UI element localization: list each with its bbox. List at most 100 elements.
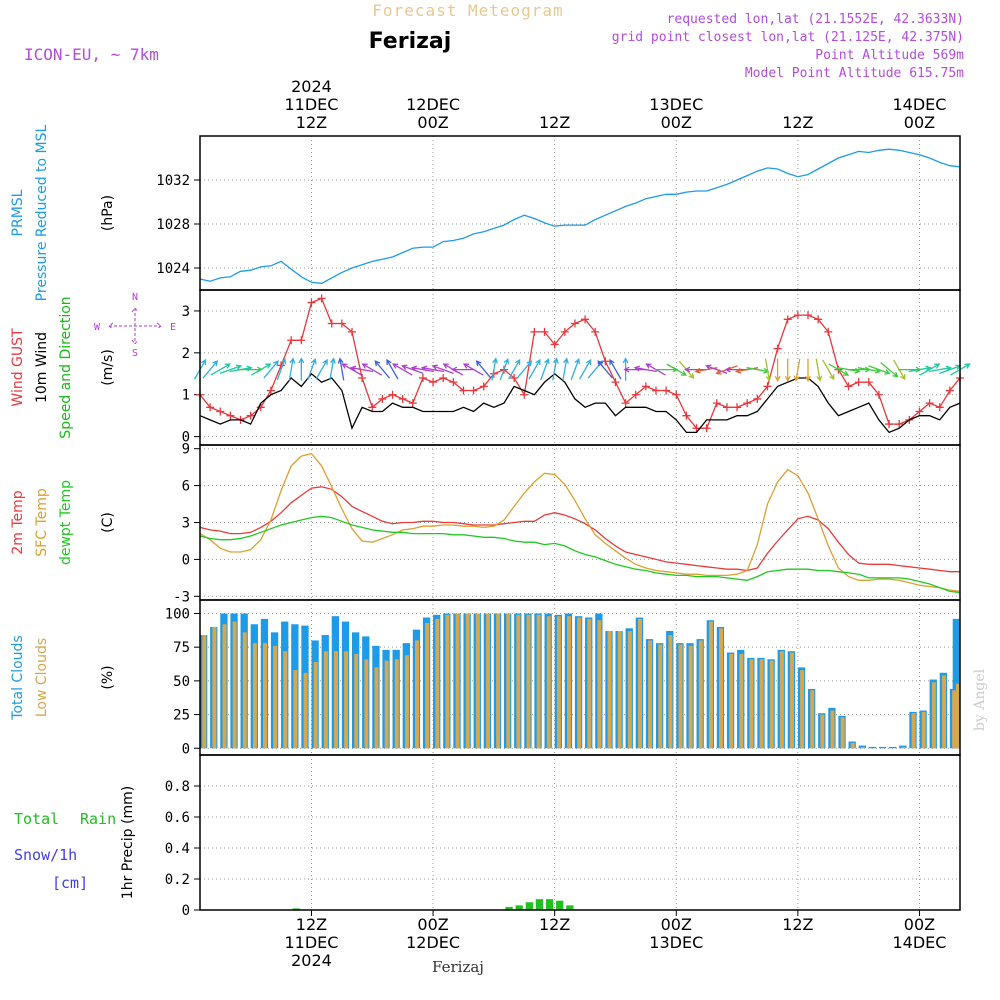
gust-marker-32 — [520, 390, 529, 399]
series-line-2m-temp — [199, 486, 960, 573]
gust-marker-54 — [743, 399, 752, 408]
model-altitude: Model Point Altitude 615.75m — [745, 66, 964, 81]
rain-bar-32 — [525, 902, 533, 910]
low-cloud-bar-1 — [212, 626, 217, 749]
gust-marker-50 — [702, 424, 711, 433]
low-cloud-bar-70 — [911, 713, 916, 749]
low-cloud-bar-60 — [810, 690, 815, 749]
low-cloud-bar-25 — [455, 613, 460, 749]
gust-marker-45 — [652, 386, 660, 395]
low-cloud-bar-59 — [800, 670, 805, 749]
wind-direction-arrow-3 — [219, 364, 243, 374]
panel-label-temperature-2: dewpt Temp — [58, 480, 74, 565]
low-cloud-bar-31 — [516, 614, 521, 749]
wind-direction-arrow-59 — [793, 358, 801, 382]
low-cloud-bar-61 — [820, 714, 825, 749]
low-cloud-bar-35 — [556, 616, 561, 749]
ytick-label-wind-1: 1 — [182, 388, 190, 404]
top-time-label-2-0: 12Z — [539, 113, 570, 132]
gust-marker-9 — [287, 336, 296, 345]
bottom-time-label-0-1: 11DEC — [284, 933, 338, 952]
ytick-label-wind-3: 3 — [182, 304, 190, 320]
wind-direction-arrow-32 — [516, 360, 533, 379]
bottom-time-label-3-1: 13DEC — [649, 933, 703, 952]
gust-marker-12 — [317, 294, 326, 303]
gust-marker-25 — [449, 378, 458, 387]
low-cloud-bar-47 — [678, 644, 683, 749]
gust-marker-15 — [348, 327, 356, 336]
wind-direction-arrow-63 — [828, 363, 850, 376]
low-cloud-bar-57 — [779, 651, 784, 749]
ytick-label-temperature-1: 0 — [182, 552, 190, 568]
panel-label-precip-1: Rain — [80, 810, 116, 828]
low-cloud-bar-8 — [283, 651, 288, 749]
panel-frame-pressure — [199, 135, 961, 291]
low-cloud-bar-15 — [354, 653, 359, 749]
panel-unit-clouds: (%) — [100, 665, 116, 689]
wind-direction-arrow-15 — [341, 363, 362, 376]
low-cloud-bar-37 — [577, 617, 582, 749]
gust-marker-35 — [550, 340, 559, 349]
low-cloud-bar-11 — [313, 662, 318, 749]
wind-direction-arrow-10 — [298, 357, 305, 381]
ytick-label-wind-0: 0 — [182, 430, 190, 446]
wind-direction-arrow-28 — [475, 360, 492, 379]
wind-direction-arrow-58 — [784, 358, 791, 382]
low-cloud-bar-24 — [445, 614, 450, 749]
gust-marker-14 — [337, 319, 346, 328]
low-cloud-bar-54 — [749, 659, 754, 749]
wind-direction-arrow-19 — [386, 358, 399, 380]
low-cloud-bar-39 — [597, 620, 602, 749]
low-cloud-bar-55 — [759, 659, 764, 749]
low-cloud-bar-22 — [425, 622, 430, 749]
gust-marker-42 — [621, 399, 630, 408]
panel-unit-temperature: (C) — [100, 512, 116, 533]
bottom-time-label-5-0: 00Z — [904, 915, 935, 934]
wind-direction-arrow-60 — [805, 358, 811, 382]
chart-subtitle: Forecast Meteogram — [372, 1, 563, 20]
credit: by Angel — [972, 668, 988, 731]
wind-direction-arrow-31 — [508, 358, 521, 380]
low-cloud-bar-21 — [415, 640, 420, 749]
gust-marker-16 — [358, 373, 367, 382]
ytick-label-pressure-0: 1024 — [156, 261, 190, 277]
wind-direction-arrow-71 — [908, 365, 932, 373]
total-cloud-bar-67 — [878, 746, 887, 749]
wind-direction-arrow-40 — [597, 360, 613, 379]
gust-marker-48 — [682, 411, 691, 420]
gust-marker-53 — [733, 403, 742, 412]
low-cloud-bar-72 — [931, 682, 936, 749]
gust-marker-3 — [226, 411, 235, 420]
gust-marker-57 — [773, 344, 782, 353]
gust-marker-67 — [874, 390, 883, 399]
wind-direction-arrow-13 — [329, 357, 336, 381]
gust-marker-71 — [915, 407, 924, 416]
gust-marker-62 — [824, 327, 833, 336]
low-cloud-bar-63 — [840, 717, 845, 749]
wind-direction-arrow-1 — [202, 360, 219, 379]
low-cloud-bar-41 — [617, 631, 622, 749]
ytick-label-precip-1: 0.2 — [165, 872, 190, 888]
low-cloud-bar-19 — [394, 659, 399, 749]
wind-direction-arrow-38 — [579, 358, 592, 380]
gust-marker-66 — [864, 378, 873, 387]
bottom-time-label-5-1: 14DEC — [892, 933, 946, 952]
wind-direction-arrow-16 — [349, 365, 374, 373]
top-time-label-3-1: 00Z — [661, 113, 692, 132]
ytick-label-precip-2: 0.4 — [165, 841, 190, 857]
ytick-label-clouds-1: 25 — [173, 708, 190, 724]
top-time-label-1-1: 00Z — [417, 113, 448, 132]
panel-unit-precip: 1hr Precip (mm) — [120, 786, 136, 899]
panel-label-precip-2: Snow/1h — [14, 846, 77, 864]
top-time-label-0-1: 11DEC — [284, 95, 338, 114]
gust-marker-24 — [439, 373, 448, 382]
gust-marker-1 — [206, 403, 215, 412]
gust-marker-59 — [793, 311, 802, 320]
wind-direction-arrow-55 — [746, 367, 770, 374]
low-cloud-bar-20 — [404, 655, 409, 749]
ytick-label-temperature-3: 6 — [182, 479, 190, 495]
gust-marker-51 — [712, 399, 721, 408]
model-name: ICON-EU, ~ 7km — [24, 45, 159, 64]
ytick-label-temperature-2: 3 — [182, 516, 190, 532]
